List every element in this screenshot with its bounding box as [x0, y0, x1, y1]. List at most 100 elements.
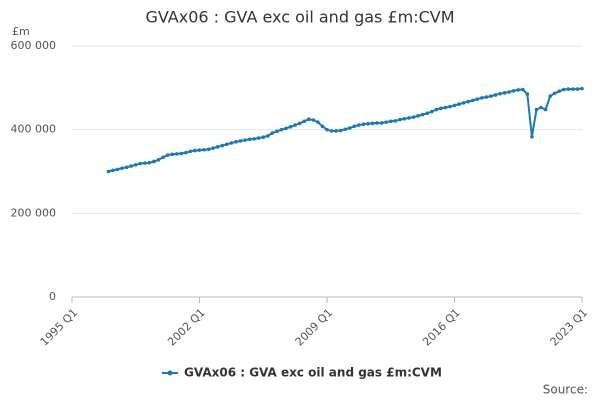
point [347, 126, 352, 130]
point [261, 135, 266, 139]
point [388, 119, 393, 124]
point [247, 137, 252, 142]
point [530, 134, 534, 139]
point [220, 143, 225, 148]
point [502, 91, 507, 95]
point [470, 98, 475, 103]
point [165, 153, 170, 157]
point [284, 126, 288, 131]
point [156, 157, 161, 162]
point [580, 86, 584, 91]
point [411, 115, 416, 119]
point [539, 105, 543, 110]
point [543, 107, 548, 112]
point [206, 147, 211, 152]
point [425, 111, 429, 116]
point [416, 114, 420, 118]
point [179, 151, 184, 156]
point [525, 92, 530, 96]
point [398, 117, 402, 122]
point [152, 159, 156, 164]
x-tick-label: 1995 Q1 [38, 306, 81, 349]
point [516, 88, 521, 92]
point [275, 129, 279, 134]
y-unit: £m [12, 25, 30, 38]
point [193, 148, 197, 153]
point [375, 121, 379, 125]
point [493, 93, 498, 97]
point [243, 138, 247, 142]
point [571, 87, 575, 91]
point [575, 87, 580, 91]
point [184, 150, 188, 155]
point [106, 169, 111, 174]
point [461, 101, 466, 105]
point [343, 127, 348, 132]
point [279, 127, 284, 132]
point [270, 131, 275, 135]
point [266, 134, 270, 138]
point [357, 123, 361, 127]
point [489, 94, 493, 98]
point [480, 96, 484, 100]
point [384, 120, 388, 124]
point [329, 129, 334, 133]
point [475, 97, 480, 101]
point [561, 87, 566, 92]
point [352, 124, 357, 129]
y-tick-label: 400 000 [11, 123, 57, 136]
point [366, 122, 370, 126]
point [338, 128, 343, 133]
point [170, 152, 174, 157]
point [297, 121, 302, 126]
point [448, 104, 452, 109]
point [133, 163, 138, 167]
point [120, 166, 124, 170]
point [215, 145, 220, 149]
point [252, 137, 256, 141]
point [174, 152, 179, 156]
point [238, 139, 243, 143]
point [370, 121, 375, 126]
point [457, 102, 461, 106]
y-tick-label: 200 000 [11, 206, 57, 219]
legend-marker [167, 370, 173, 376]
point [293, 123, 297, 127]
point [138, 161, 143, 166]
point [379, 121, 384, 125]
x-tick-label: 2009 Q1 [293, 306, 336, 349]
point [507, 90, 511, 94]
legend-label: GVAx06 : GVA exc oil and gas £m:CVM [184, 366, 442, 380]
point [143, 161, 147, 165]
x-tick-label: 2016 Q1 [420, 306, 463, 349]
point [320, 124, 325, 129]
point [361, 122, 366, 127]
y-tick-label: 600 000 [11, 39, 57, 52]
point [202, 147, 206, 152]
point [534, 107, 539, 112]
x-tick-label: 2002 Q1 [165, 306, 208, 349]
point [466, 99, 470, 104]
point [225, 142, 229, 147]
point [161, 155, 165, 160]
source: Source: [543, 383, 588, 397]
point [521, 87, 525, 92]
point [511, 88, 516, 93]
point [443, 105, 448, 110]
point [429, 109, 434, 114]
point [124, 165, 129, 170]
point [211, 146, 215, 150]
point [197, 148, 202, 152]
x-tick-label: 2023 Q1 [548, 306, 591, 349]
chart-title: GVAx06 : GVA exc oil and gas £m:CVM [145, 8, 454, 27]
point [234, 139, 238, 144]
point [325, 127, 329, 132]
y-tick-label: 0 [49, 290, 56, 303]
point [334, 129, 338, 133]
point [311, 118, 316, 122]
point [420, 112, 425, 117]
point [434, 107, 439, 112]
point [115, 167, 120, 172]
